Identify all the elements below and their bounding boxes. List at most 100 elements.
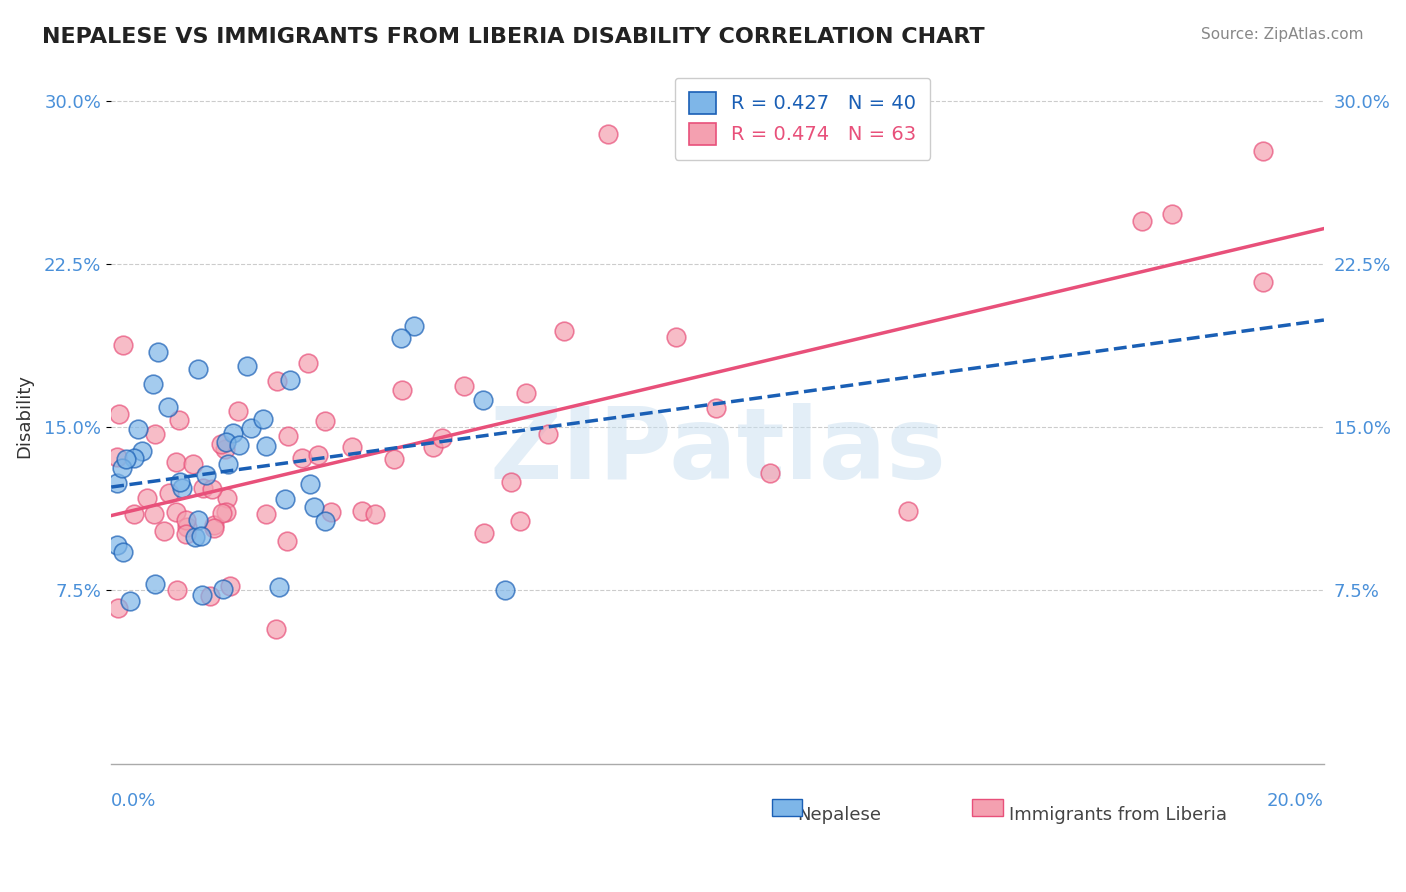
Point <box>273 491 295 506</box>
Point <box>389 331 412 345</box>
Point <box>704 401 727 415</box>
Point <box>181 458 204 472</box>
Text: 20.0%: 20.0% <box>1267 792 1324 810</box>
Point <box>174 527 197 541</box>
Point <box>165 505 187 519</box>
Text: ZIPatlas: ZIPatlas <box>489 402 946 500</box>
Point <box>187 513 209 527</box>
Point <box>157 486 180 500</box>
Point <box>115 452 138 467</box>
Point <box>143 576 166 591</box>
Point <box>176 520 198 534</box>
Point <box>553 324 575 338</box>
Point <box>276 533 298 548</box>
Point <box>156 400 179 414</box>
Point <box>1130 213 1153 227</box>
Point <box>499 475 522 490</box>
Point <box>391 383 413 397</box>
Point <box>204 518 226 533</box>
Point <box>515 386 537 401</box>
Point <box>264 622 287 636</box>
Point <box>146 344 169 359</box>
Text: Immigrants from Liberia: Immigrants from Liberia <box>1008 806 1227 824</box>
Point <box>453 378 475 392</box>
Point <box>422 440 444 454</box>
Point <box>111 460 134 475</box>
Point <box>190 529 212 543</box>
Point <box>165 455 187 469</box>
Point <box>211 506 233 520</box>
Point <box>174 513 197 527</box>
Point <box>382 452 405 467</box>
Point <box>291 450 314 465</box>
Text: NEPALESE VS IMMIGRANTS FROM LIBERIA DISABILITY CORRELATION CHART: NEPALESE VS IMMIGRANTS FROM LIBERIA DISA… <box>42 27 984 46</box>
Point <box>217 457 239 471</box>
Point <box>131 444 153 458</box>
Point <box>494 583 516 598</box>
Point <box>184 529 207 543</box>
Point <box>340 440 363 454</box>
Point <box>254 439 277 453</box>
Point <box>127 422 149 436</box>
Y-axis label: Disability: Disability <box>15 375 32 458</box>
Point <box>759 467 782 481</box>
Point <box>143 426 166 441</box>
Point <box>105 450 128 464</box>
Point <box>153 524 176 539</box>
Text: 0.0%: 0.0% <box>111 792 156 810</box>
Point <box>252 412 274 426</box>
Point <box>267 580 290 594</box>
Point <box>193 481 215 495</box>
Point <box>122 450 145 465</box>
Point <box>215 505 238 519</box>
Point <box>278 373 301 387</box>
Point <box>319 505 342 519</box>
Point <box>166 583 188 598</box>
Point <box>314 414 336 428</box>
Point <box>105 475 128 490</box>
Point <box>200 589 222 603</box>
Point <box>266 374 288 388</box>
Point <box>240 421 263 435</box>
Point <box>1251 275 1274 289</box>
Point <box>598 127 620 141</box>
Point <box>1251 145 1274 159</box>
Point <box>222 425 245 440</box>
Point <box>143 507 166 521</box>
Point <box>897 504 920 518</box>
Point <box>236 359 259 374</box>
Point <box>298 477 321 491</box>
Point <box>404 319 426 334</box>
Point <box>218 579 240 593</box>
Point <box>430 432 453 446</box>
Point <box>215 435 238 450</box>
Point <box>209 437 232 451</box>
Point <box>364 508 387 522</box>
Point <box>228 438 250 452</box>
Text: Nepalese: Nepalese <box>797 806 880 824</box>
Point <box>195 468 218 483</box>
Point <box>135 491 157 506</box>
Point <box>1161 207 1184 221</box>
Point <box>217 491 239 506</box>
Point <box>226 403 249 417</box>
Point <box>108 408 131 422</box>
Point <box>118 594 141 608</box>
Point <box>297 356 319 370</box>
Point <box>472 392 495 407</box>
FancyBboxPatch shape <box>972 799 1002 816</box>
Point <box>307 448 329 462</box>
Point <box>304 500 326 515</box>
Point <box>254 507 277 521</box>
Point <box>112 338 135 352</box>
Point <box>201 483 224 497</box>
Legend: R = 0.427   N = 40, R = 0.474   N = 63: R = 0.427 N = 40, R = 0.474 N = 63 <box>675 78 931 160</box>
Point <box>170 481 193 495</box>
FancyBboxPatch shape <box>772 799 803 816</box>
Point <box>187 362 209 376</box>
Point <box>509 515 531 529</box>
Text: Source: ZipAtlas.com: Source: ZipAtlas.com <box>1201 27 1364 42</box>
Point <box>169 475 191 489</box>
Point <box>111 545 134 559</box>
Point <box>202 521 225 535</box>
